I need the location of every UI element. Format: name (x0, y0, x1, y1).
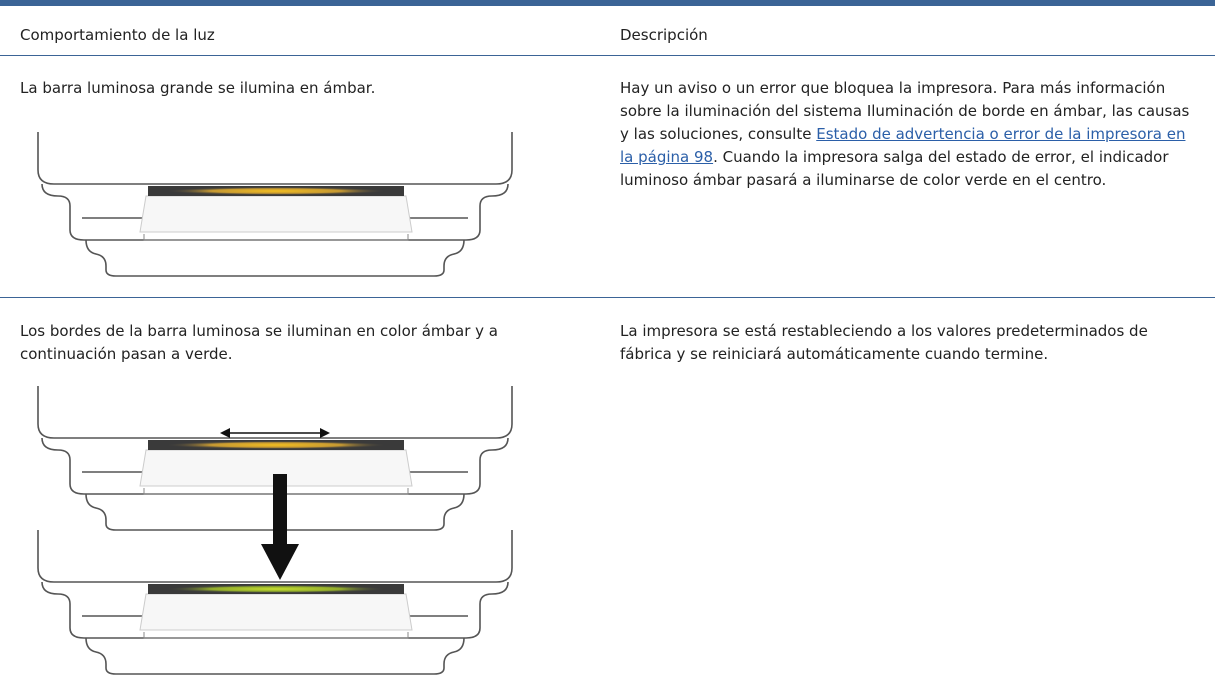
printer-illustration (37, 131, 513, 277)
link[interactable]: Estado de advertencia o error de la impr… (620, 125, 1186, 166)
row-separator (0, 297, 1215, 298)
cell: La barra luminosa grande se ilumina en á… (20, 79, 376, 97)
header-cell: Comportamiento de la luz (20, 26, 215, 44)
text: . Cuando la impresora salga del estado d… (620, 148, 1169, 189)
header-separator (0, 55, 1215, 56)
double-arrow (220, 428, 330, 438)
cell: Hay un aviso o un error que bloquea la i… (620, 77, 1190, 192)
printer-illustration (37, 529, 513, 675)
table-top-border (0, 0, 1215, 6)
text: Hay un aviso o un error que bloquea la i… (620, 79, 1190, 143)
header-cell: Descripción (620, 26, 708, 44)
cell: La impresora se está restableciendo a lo… (620, 322, 1148, 363)
cell: Los bordes de la barra luminosa se ilumi… (20, 322, 498, 363)
down-arrow (261, 474, 299, 580)
printer-illustration (37, 385, 513, 531)
